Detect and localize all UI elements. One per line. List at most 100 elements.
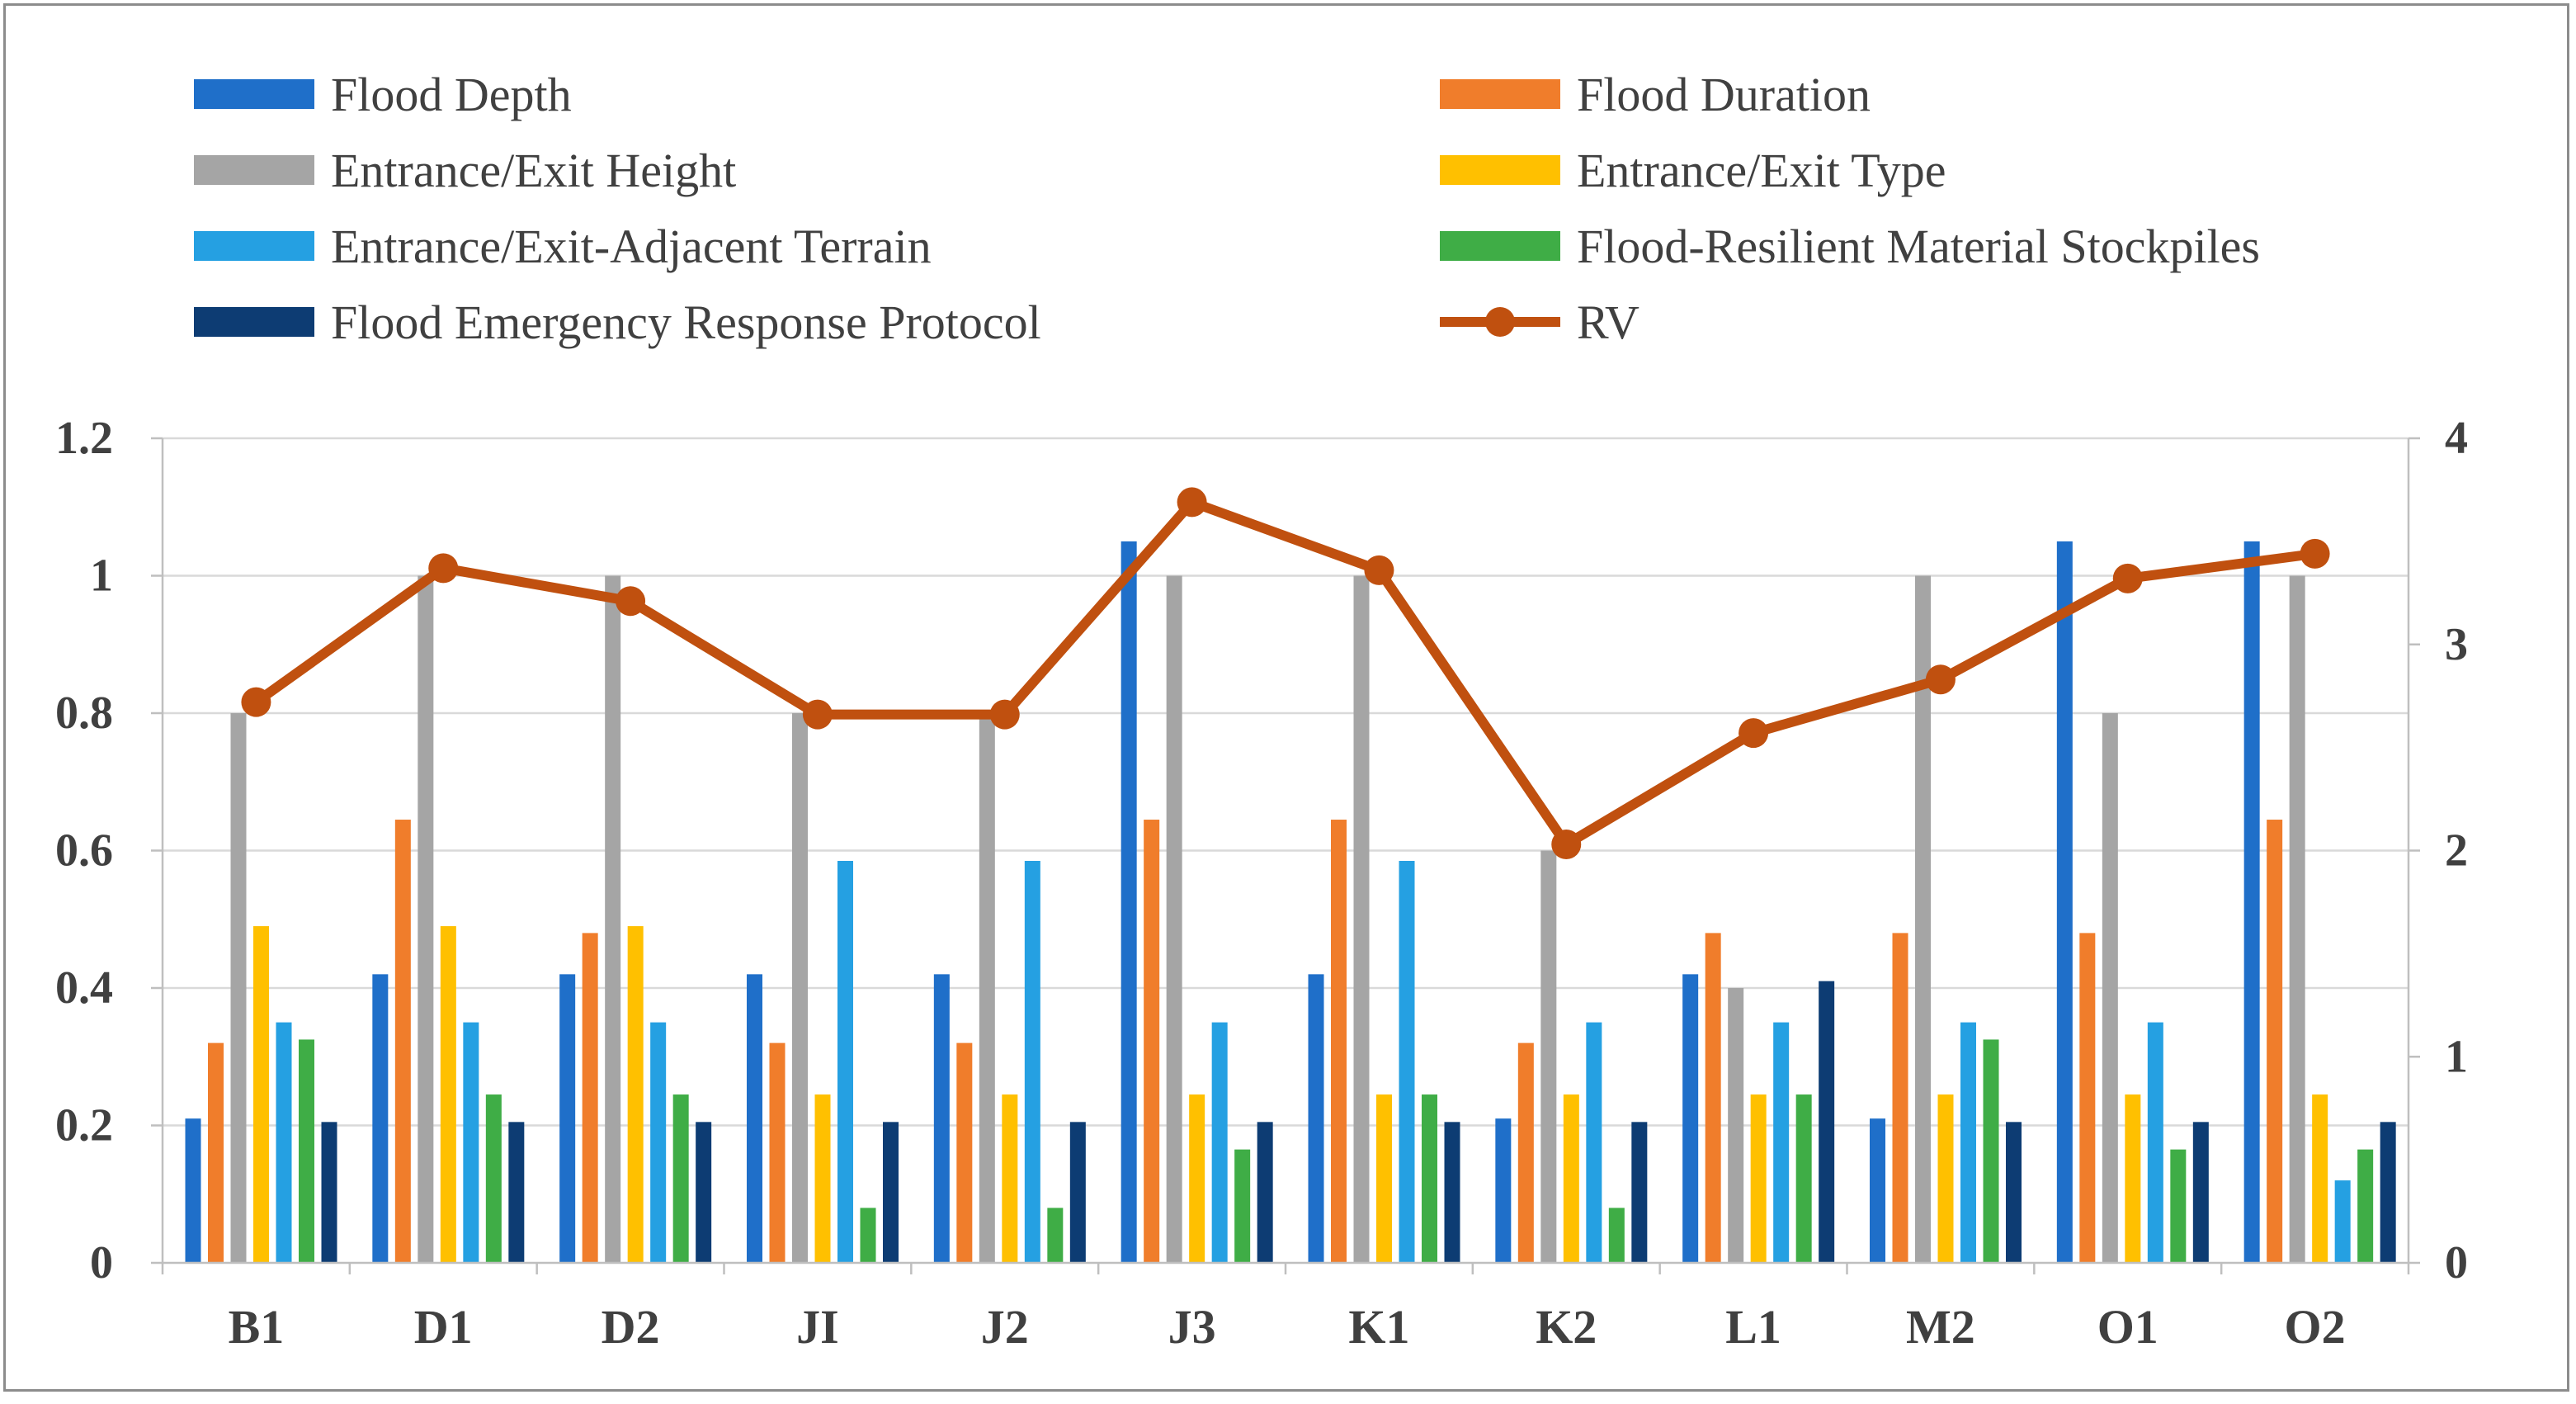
bar-entrance-exit-type-l1 [1750,1094,1767,1263]
category-label-o2: O2 [2285,1300,2346,1354]
legend-swatch [194,155,314,185]
legend-item-entrance-exit-height: Entrance/Exit Height [194,144,736,197]
bar-flood-resilient-material-stockpiles-o2 [2357,1149,2374,1263]
rv-line-path [252,497,2316,850]
legend-label: Entrance/Exit Type [1577,144,1946,197]
legend-item-flood-resilient-material-stockpiles: Flood-Resilient Material Stockpiles [1440,220,2260,273]
left-tick-label: 0 [90,1237,113,1288]
bar-entrance-exit-adjacent-terrain-o2 [2334,1180,2351,1263]
bar-entrance-exit-height-d1 [418,575,434,1263]
bar-entrance-exit-adjacent-terrain-k1 [1399,860,1415,1263]
bar-entrance-exit-adjacent-terrain-d2 [650,1022,667,1263]
category-label-b1: B1 [229,1300,285,1354]
bar-entrance-exit-height-k1 [1353,575,1370,1263]
legend-label: Flood Duration [1577,68,1871,121]
bar-entrance-exit-adjacent-terrain-b1 [276,1022,292,1263]
rv-point-j3 [1177,487,1207,518]
rv-line [241,487,2330,860]
right-tick-label: 0 [2445,1237,2468,1288]
legend-item-flood-depth: Flood Depth [194,68,572,121]
right-tick-label: 3 [2445,619,2468,670]
legend-swatch [194,79,314,109]
legend-marker [1485,307,1515,337]
bar-entrance-exit-type-j3 [1189,1094,1205,1263]
bar-flood-duration-k1 [1331,820,1347,1263]
chart-frame: Flood Depth Flood Duration Entrance/Exit H… [3,3,2569,1392]
legend-item-entrance-exit-type: Entrance/Exit Type [1440,144,1946,197]
bar-entrance-exit-adjacent-terrain-ji [837,860,853,1263]
bar-flood-duration-d1 [394,820,411,1263]
bar-flood-resilient-material-stockpiles-d1 [485,1094,502,1263]
bar-flood-depth-d1 [372,974,389,1263]
bar-entrance-exit-height-l1 [1728,988,1744,1263]
rv-point-l1 [1739,718,1769,749]
left-tick-label: 0.8 [55,688,113,739]
bar-flood-resilient-material-stockpiles-l1 [1795,1094,1812,1263]
rv-point-m2 [1925,664,1956,695]
bar-entrance-exit-height-o1 [2102,713,2118,1263]
legend-label: Flood-Resilient Material Stockpiles [1577,220,2260,273]
bar-entrance-exit-height-d2 [605,575,621,1263]
bar-flood-resilient-material-stockpiles-j2 [1047,1208,1064,1263]
bar-flood-depth-j3 [1121,541,1137,1263]
bar-flood-emergency-response-protocol-j3 [1257,1122,1273,1263]
bar-flood-emergency-response-protocol-k2 [1631,1122,1648,1263]
rv-point-ji [802,699,833,730]
left-tick-label: 0.6 [55,825,113,877]
rv-point-j2 [989,699,1020,730]
bar-flood-emergency-response-protocol-d1 [508,1122,525,1263]
bar-entrance-exit-adjacent-terrain-o1 [2147,1022,2163,1263]
bar-entrance-exit-adjacent-terrain-d1 [463,1022,479,1263]
bar-flood-emergency-response-protocol-m2 [2006,1122,2022,1263]
bar-entrance-exit-adjacent-terrain-m2 [1960,1022,1976,1263]
category-label-k1: K1 [1348,1300,1409,1354]
legend-swatch [1440,155,1560,185]
bar-entrance-exit-adjacent-terrain-l1 [1773,1022,1790,1263]
bar-flood-resilient-material-stockpiles-j3 [1234,1149,1251,1263]
bar-flood-resilient-material-stockpiles-m2 [1983,1039,1999,1263]
bar-entrance-exit-adjacent-terrain-j2 [1024,860,1040,1263]
bar-flood-duration-k2 [1517,1042,1534,1263]
legend-label: Flood Emergency Response Protocol [331,295,1041,349]
bar-entrance-exit-height-k2 [1540,850,1557,1263]
bar-flood-depth-m2 [1870,1118,1885,1263]
bar-entrance-exit-type-j2 [1002,1094,1018,1263]
bar-flood-duration-o2 [2267,820,2283,1263]
axis-labels: 0 0.2 0.4 0.6 0.8 1 1.2 0 1 2 3 4 B1 D1 D2 JI J2 J3 K1 K2 L1… [55,413,2468,1354]
legend-label: Flood Depth [331,68,572,121]
bar-flood-duration-l1 [1705,933,1721,1263]
bar-entrance-exit-type-o1 [2125,1094,2141,1263]
bar-flood-depth-o2 [2243,541,2260,1263]
bar-flood-depth-o1 [2056,541,2073,1263]
bar-flood-depth-k1 [1308,974,1324,1263]
legend-item-entrance-exit-adjacent-terrain: Entrance/Exit-Adjacent Terrain [194,220,932,273]
legend-label: Entrance/Exit-Adjacent Terrain [331,220,932,273]
bar-flood-duration-d2 [582,933,598,1263]
bar-entrance-exit-height-j3 [1166,575,1182,1263]
rv-point-k2 [1551,830,1582,860]
bar-flood-duration-ji [769,1042,786,1263]
bar-entrance-exit-type-k1 [1376,1094,1392,1263]
bar-flood-depth-ji [747,974,762,1263]
bar-flood-depth-d2 [559,974,576,1263]
rv-point-b1 [241,687,271,717]
bar-entrance-exit-adjacent-terrain-k2 [1586,1022,1602,1263]
legend-swatch [194,231,314,261]
bar-flood-emergency-response-protocol-d2 [696,1122,712,1263]
rv-point-d2 [616,586,646,617]
left-tick-label: 1.2 [55,413,113,464]
bar-flood-duration-m2 [1892,933,1908,1263]
legend-item-flood-duration: Flood Duration [1440,68,1871,121]
bar-flood-resilient-material-stockpiles-ji [860,1208,876,1263]
legend-item-rv: RV [1440,295,1639,349]
right-tick-label: 4 [2445,413,2468,464]
bar-entrance-exit-type-b1 [253,926,269,1263]
rv-point-d1 [428,553,459,584]
legend-swatch [1440,231,1560,261]
legend-label: RV [1577,295,1639,349]
bar-entrance-exit-type-ji [814,1094,831,1263]
category-label-j2: J2 [981,1300,1029,1354]
bar-entrance-exit-type-d2 [627,926,644,1263]
bar-flood-depth-b1 [185,1118,201,1263]
bar-flood-duration-j2 [956,1042,973,1263]
